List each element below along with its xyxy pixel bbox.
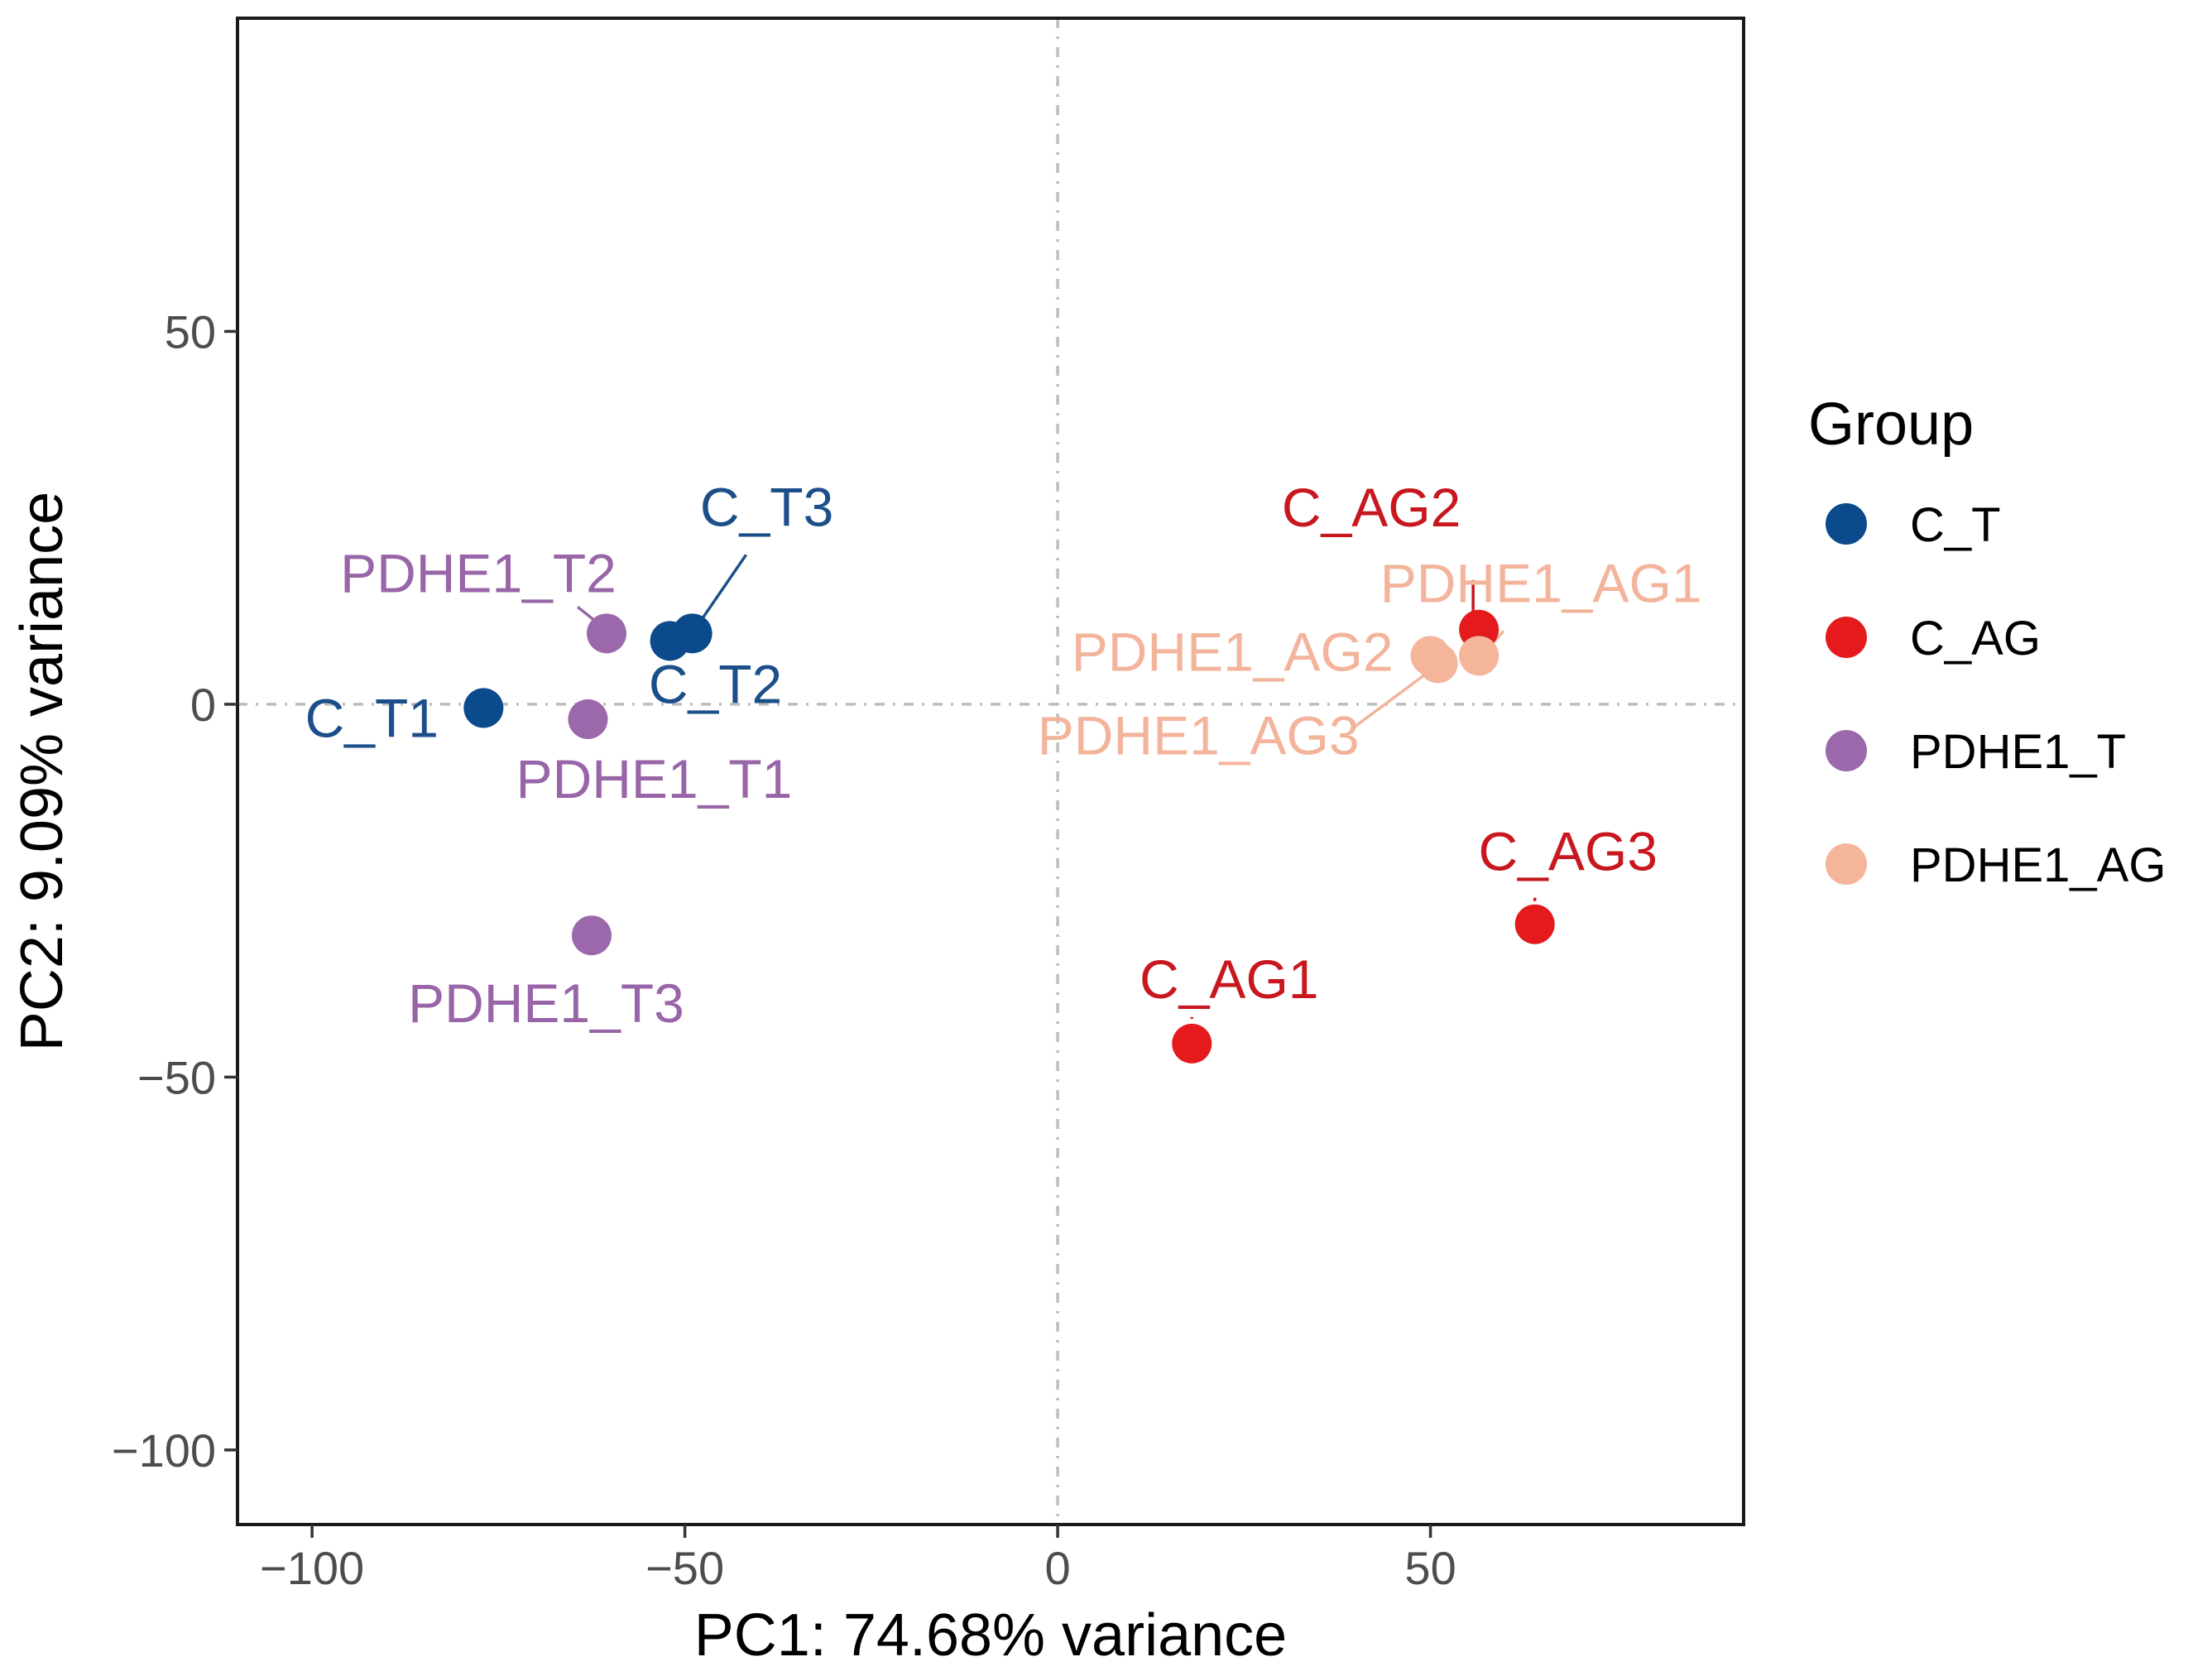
data-point-pdhe1-t3: [571, 915, 612, 956]
data-point-c-t3: [672, 613, 713, 654]
y-axis-title: PC2: 9.09% variance: [9, 492, 75, 1051]
legend-key-pdhe1-t: [1826, 730, 1867, 771]
point-label: PDHE1_T2: [340, 542, 617, 603]
y-tick-label: −100: [112, 1424, 216, 1477]
point-label: PDHE1_AG3: [1038, 704, 1360, 766]
data-point-c-t1: [463, 688, 504, 728]
data-point-c-ag1: [1172, 1023, 1212, 1064]
data-point-c-ag3: [1514, 904, 1555, 944]
point-label: PDHE1_T3: [408, 972, 684, 1034]
data-points: [463, 609, 1555, 1064]
x-tick-label: 0: [1045, 1542, 1071, 1594]
data-point-pdhe1-t1: [568, 699, 608, 739]
x-tick-label: 50: [1404, 1542, 1456, 1594]
y-axis-ticks: −100 −50 0 50: [112, 305, 238, 1477]
point-label: C_T3: [700, 476, 833, 537]
point-label: C_T1: [305, 687, 439, 748]
point-label: C_T2: [649, 653, 782, 714]
plot-border: [236, 17, 1745, 1526]
point-label: PDHE1_AG2: [1072, 621, 1394, 682]
legend: Group C_T C_AG PDHE1_T PDHE1_AG: [1808, 391, 2166, 892]
legend-key-pdhe1-ag: [1826, 843, 1867, 885]
plot-panel: [238, 18, 1744, 1525]
data-point-pdhe1-t2: [586, 613, 626, 654]
x-axis-title: PC1: 74.68% variance: [694, 1602, 1287, 1669]
x-axis-ticks: −100 −50 0 50: [260, 1525, 1456, 1594]
legend-label: C_AG: [1910, 612, 2041, 665]
x-tick-label: −50: [645, 1542, 724, 1594]
label-connector: [1350, 668, 1432, 731]
point-labels: C_T1 C_T2 C_T3 C_AG1 C_AG2 C_AG3 PDHE1_T1 PDHE1…: [305, 476, 1702, 1034]
x-tick-label: −100: [260, 1542, 364, 1594]
point-label: C_AG2: [1282, 477, 1461, 538]
legend-key-c-t: [1826, 503, 1867, 545]
point-label: PDHE1_AG1: [1380, 552, 1702, 613]
legend-label: PDHE1_T: [1910, 725, 2126, 779]
data-point-pdhe1-ag3: [1418, 643, 1458, 684]
legend-title: Group: [1808, 391, 1974, 458]
legend-label: C_T: [1910, 498, 2001, 552]
legend-label: PDHE1_AG: [1910, 838, 2166, 892]
y-tick-label: 50: [165, 305, 216, 358]
point-label: C_AG3: [1479, 821, 1658, 882]
y-tick-label: 0: [190, 679, 216, 731]
point-label: PDHE1_T1: [516, 748, 793, 809]
legend-key-c-ag: [1826, 617, 1867, 658]
data-point-pdhe1-ag1: [1459, 636, 1499, 676]
y-tick-label: −50: [137, 1051, 216, 1103]
label-connector: [698, 554, 748, 625]
point-label: C_AG1: [1140, 948, 1318, 1010]
